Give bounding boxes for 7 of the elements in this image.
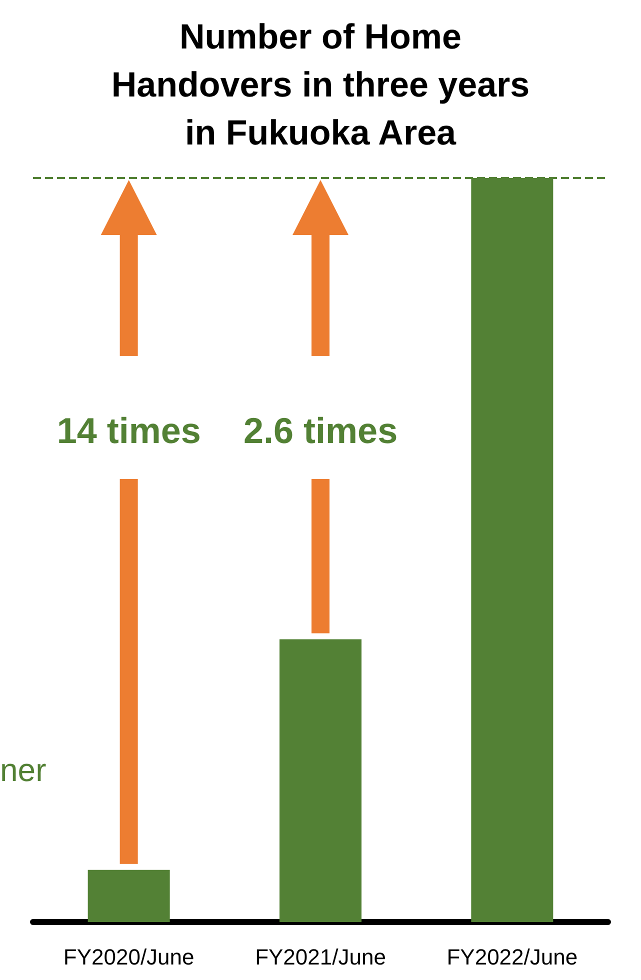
x-tick-label: FY2021/June — [255, 944, 386, 970]
annotation: 14 times — [56, 410, 201, 452]
annotation: 2.6 times — [244, 410, 398, 452]
annotation: ner — [0, 752, 46, 789]
chart-title: Number of Home Handovers in three years in Fukuoka Area — [111, 18, 530, 152]
x-tick-label: FY2020/June — [63, 944, 194, 970]
x-tick-label: FY2022/June — [446, 944, 578, 970]
